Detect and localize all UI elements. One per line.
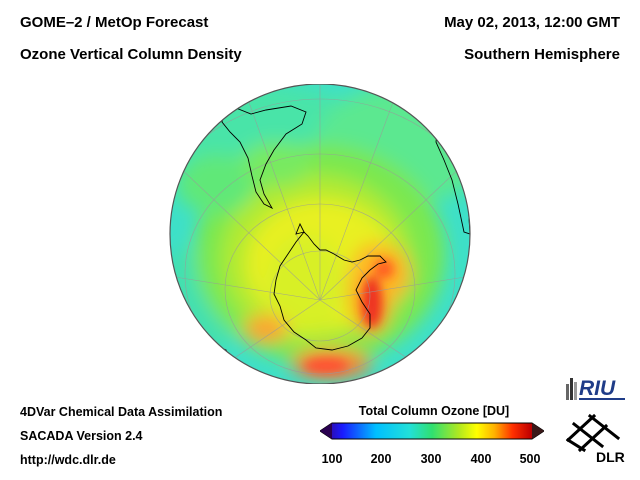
colorbar — [320, 422, 544, 440]
dlr-logo: DLR — [565, 413, 625, 465]
footer-url[interactable]: http://wdc.dlr.de — [20, 453, 116, 467]
coastline-antarctic-peninsula — [295, 222, 305, 235]
globe — [170, 84, 470, 384]
riu-logo: RIU — [566, 377, 625, 400]
colorbar-low-arrow — [320, 423, 332, 439]
colorbar-tick-200: 200 — [370, 452, 392, 466]
graticule — [170, 84, 470, 384]
coastline-antarctica — [273, 231, 387, 351]
hemisphere-label: Southern Hemisphere — [464, 46, 620, 63]
title-line-1: GOME–2 / MetOp Forecast — [20, 14, 209, 31]
colorbar-tick-300: 300 — [420, 452, 442, 466]
colorbar-tick-100: 100 — [321, 452, 343, 466]
coastline-south-america — [221, 103, 307, 210]
footer-version: SACADA Version 2.4 — [20, 429, 143, 443]
colorbar-title: Total Column Ozone [DU] — [358, 404, 510, 418]
colorbar-high-arrow — [532, 423, 544, 439]
ozone-map — [169, 84, 471, 384]
colorbar-gradient — [320, 422, 544, 440]
riu-logo-text: RIU — [579, 377, 616, 400]
colorbar-tick-400: 400 — [470, 452, 492, 466]
dlr-logo-text: DLR — [596, 449, 625, 465]
title-line-2: Ozone Vertical Column Density — [20, 46, 242, 63]
globe-outline — [169, 84, 471, 384]
colorbar-tick-500: 500 — [519, 452, 541, 466]
footer-assimilation: 4DVar Chemical Data Assimilation — [20, 405, 223, 419]
forecast-datetime: May 02, 2013, 12:00 GMT — [444, 14, 620, 31]
